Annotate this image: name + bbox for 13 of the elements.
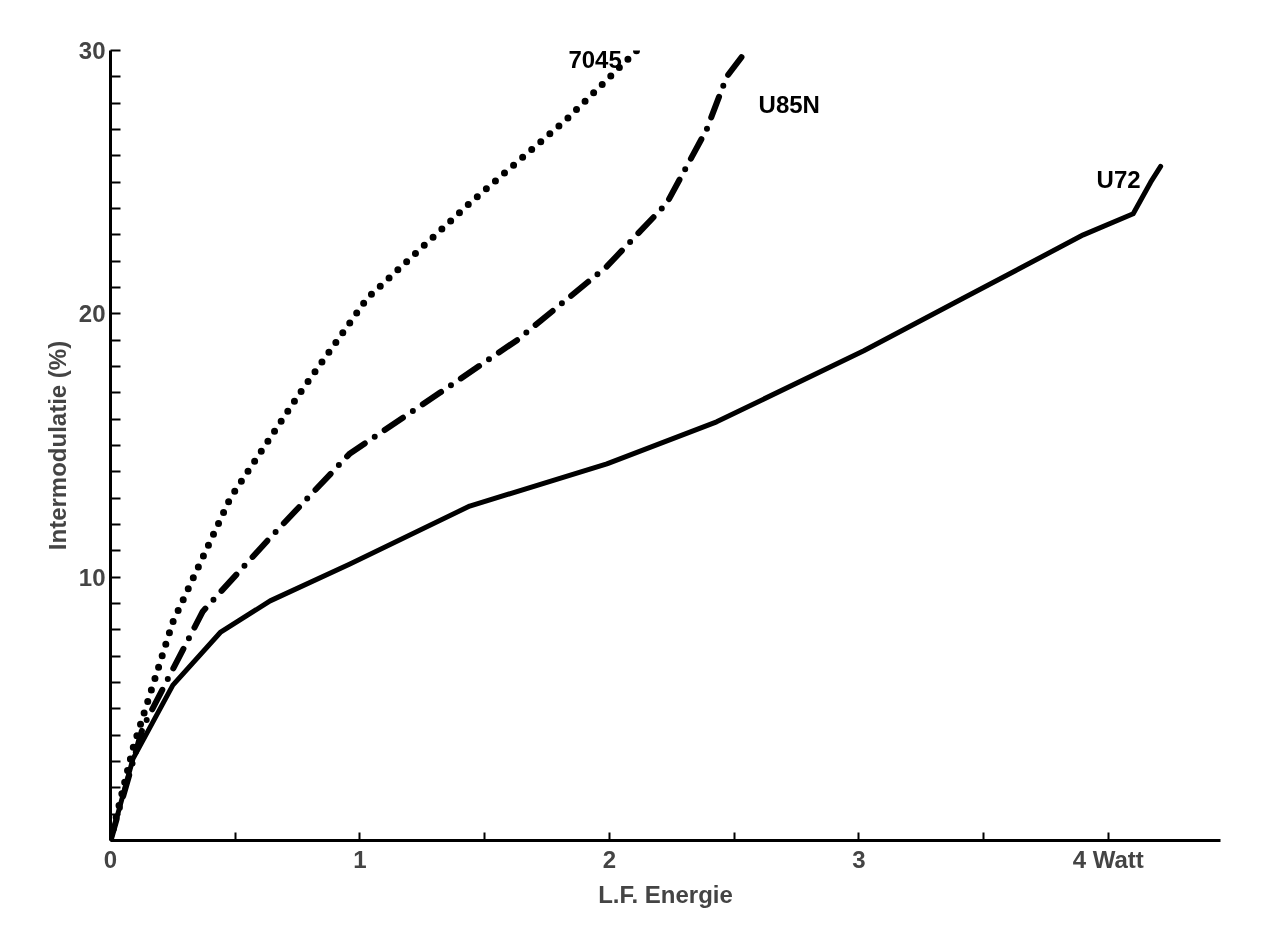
y-tick-label: 10: [78, 563, 106, 591]
series-label: 7045: [568, 45, 622, 73]
x-tick-label: 3: [852, 845, 866, 873]
y-tick-label: 20: [78, 300, 106, 328]
x-tick-label: 0: [103, 845, 118, 873]
series-label: U85N: [758, 90, 820, 118]
series-label: U72: [1096, 166, 1141, 194]
x-tick-label: 4 Watt: [1072, 845, 1144, 873]
x-tick-label: 1: [353, 845, 367, 873]
y-tick-label: 30: [78, 37, 106, 64]
y-axis-title: Intermodulatie (%): [43, 340, 71, 551]
x-axis-title: L.F. Energie: [598, 880, 733, 908]
x-tick-label: 2: [602, 845, 617, 873]
